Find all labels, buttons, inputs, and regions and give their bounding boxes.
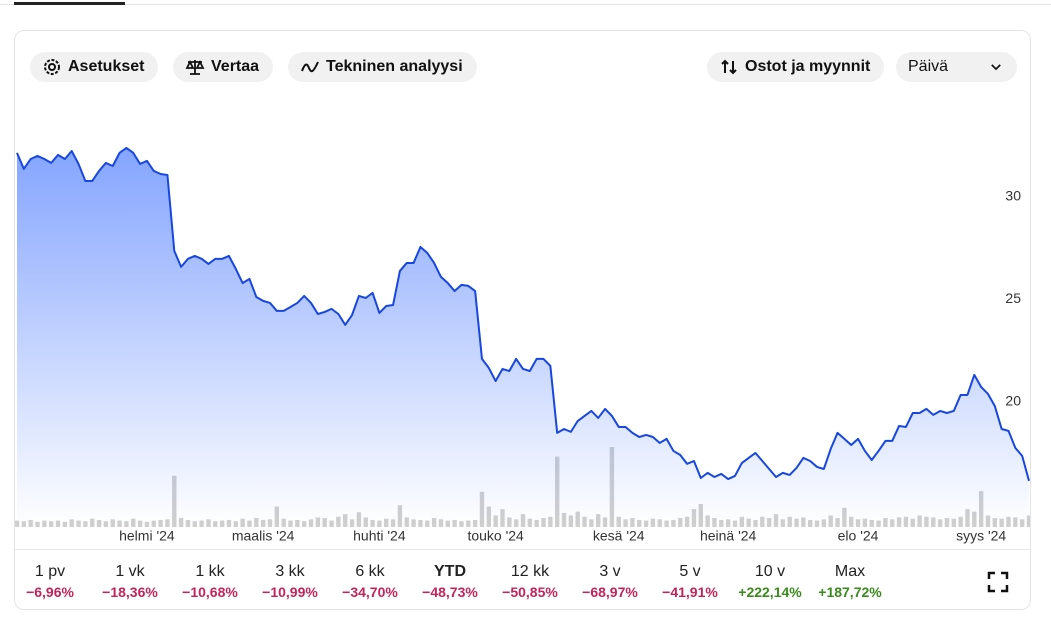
period-change: −10,68% — [182, 584, 238, 600]
x-tick-label: heinä '24 — [700, 528, 757, 544]
period-label: 5 v — [679, 563, 701, 580]
interval-select[interactable]: Päivä — [896, 52, 1017, 82]
period-label: YTD — [434, 563, 466, 580]
period-button[interactable]: 1 vk −18,36% — [90, 563, 170, 600]
button-label: Tekninen analyysi — [326, 58, 463, 75]
y-tick-label: 30 — [1005, 188, 1021, 204]
period-change: +222,14% — [738, 584, 802, 600]
price-line — [16, 146, 1030, 482]
period-button[interactable]: 10 v +222,14% — [730, 563, 810, 600]
period-change: −48,73% — [422, 584, 478, 600]
period-label: 10 v — [754, 563, 786, 580]
period-change: −50,85% — [502, 584, 558, 600]
compare-button[interactable]: Vertaa — [173, 52, 274, 82]
period-change: −18,36% — [102, 584, 158, 600]
period-label: 12 kk — [510, 563, 550, 580]
period-label: 1 vk — [115, 563, 145, 580]
settings-button[interactable]: Asetukset — [30, 52, 159, 82]
period-change: −41,91% — [662, 584, 718, 600]
button-label: Vertaa — [211, 58, 260, 75]
x-tick-label: maalis '24 — [232, 528, 295, 544]
x-tick-label: elo '24 — [838, 528, 879, 544]
active-tab-indicator — [14, 2, 125, 5]
button-label: Asetukset — [68, 58, 145, 75]
period-button[interactable]: 12 kk −50,85% — [490, 563, 570, 600]
period-label: 1 kk — [195, 563, 225, 580]
select-label: Päivä — [908, 58, 949, 75]
period-button[interactable]: YTD −48,73% — [410, 563, 490, 600]
period-change: +187,72% — [818, 584, 882, 600]
period-button[interactable]: Max +187,72% — [810, 563, 890, 600]
period-label: Max — [834, 563, 866, 580]
x-tick-label: syys '24 — [956, 528, 1006, 544]
period-label: 3 kk — [275, 563, 305, 580]
y-tick-label: 20 — [1005, 393, 1021, 409]
analysis-button[interactable]: Tekninen analyysi — [288, 52, 477, 82]
period-button[interactable]: 3 v −68,97% — [570, 563, 650, 600]
period-change: −68,97% — [582, 584, 638, 600]
x-tick-label: kesä '24 — [593, 528, 645, 544]
period-change: −34,70% — [342, 584, 398, 600]
period-button[interactable]: 1 pv −6,96% — [15, 563, 90, 600]
period-change: −10,99% — [262, 584, 318, 600]
period-label: 1 pv — [34, 563, 66, 580]
x-tick-label: huhti '24 — [353, 528, 406, 544]
y-tick-label: 25 — [1005, 290, 1021, 306]
trades-button[interactable]: Ostot ja myynnit — [707, 52, 885, 82]
price-chart: 20 25 30 helmi '24 maalis '24 huhti '24 touko … — [15, 146, 1030, 544]
period-button[interactable]: 3 kk −10,99% — [250, 563, 330, 600]
period-label: 3 v — [599, 563, 621, 580]
period-button[interactable]: 5 v −41,91% — [650, 563, 730, 600]
top-border — [0, 4, 1051, 5]
chart-card: Asetukset Vertaa Tekninen analyysi Ostot… — [14, 30, 1031, 610]
period-change: −6,96% — [26, 584, 74, 600]
fullscreen-button[interactable] — [987, 571, 1009, 593]
period-label: 6 kk — [355, 563, 385, 580]
button-label: Ostot ja myynnit — [745, 58, 871, 75]
price-area — [17, 147, 1029, 527]
period-button[interactable]: 6 kk −34,70% — [330, 563, 410, 600]
separator — [15, 549, 1030, 550]
x-tick-label: touko '24 — [467, 528, 524, 544]
period-button[interactable]: 1 kk −10,68% — [170, 563, 250, 600]
x-tick-label: helmi '24 — [119, 528, 175, 544]
